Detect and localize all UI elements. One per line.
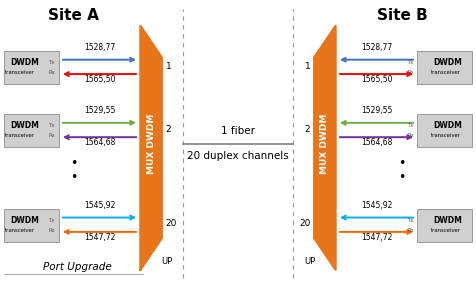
FancyBboxPatch shape xyxy=(4,114,59,147)
Text: Tx: Tx xyxy=(408,60,414,65)
Text: •: • xyxy=(398,157,406,170)
Text: 20 duplex channels: 20 duplex channels xyxy=(187,152,289,161)
Text: MUX DWDM: MUX DWDM xyxy=(320,113,329,174)
Text: 1528,77: 1528,77 xyxy=(361,43,392,52)
Text: transceiver: transceiver xyxy=(431,228,461,233)
Polygon shape xyxy=(314,26,336,270)
Text: Port Upgrade: Port Upgrade xyxy=(43,262,111,272)
Text: 1547,72: 1547,72 xyxy=(361,233,392,242)
Text: Rx: Rx xyxy=(407,133,414,138)
Text: 1547,72: 1547,72 xyxy=(84,233,115,242)
Text: 1564,68: 1564,68 xyxy=(84,138,115,147)
Text: Rx: Rx xyxy=(407,70,414,75)
FancyBboxPatch shape xyxy=(4,51,59,84)
Text: DWDM: DWDM xyxy=(433,58,462,67)
Text: 2: 2 xyxy=(305,125,310,134)
Text: Site A: Site A xyxy=(49,8,99,23)
Text: •: • xyxy=(70,171,78,185)
Text: transceiver: transceiver xyxy=(431,133,461,138)
Text: transceiver: transceiver xyxy=(431,70,461,75)
Text: MUX DWDM: MUX DWDM xyxy=(147,113,156,174)
Text: 2: 2 xyxy=(166,125,171,134)
Text: 1: 1 xyxy=(166,61,171,71)
Text: Tx: Tx xyxy=(49,218,55,223)
FancyBboxPatch shape xyxy=(417,209,472,242)
Polygon shape xyxy=(140,26,162,270)
Text: 1565,50: 1565,50 xyxy=(84,75,115,84)
Text: transceiver: transceiver xyxy=(5,70,35,75)
FancyBboxPatch shape xyxy=(417,114,472,147)
Text: 1545,92: 1545,92 xyxy=(361,201,392,210)
Text: DWDM: DWDM xyxy=(433,121,462,130)
Text: DWDM: DWDM xyxy=(10,121,39,130)
Text: Tx: Tx xyxy=(49,60,55,65)
Text: 1 fiber: 1 fiber xyxy=(221,126,255,135)
Text: 20: 20 xyxy=(166,219,177,228)
Text: Rx: Rx xyxy=(49,228,55,233)
Text: Tx: Tx xyxy=(408,123,414,128)
Text: Rx: Rx xyxy=(407,228,414,233)
Text: DWDM: DWDM xyxy=(10,216,39,225)
FancyBboxPatch shape xyxy=(4,209,59,242)
Text: 1528,77: 1528,77 xyxy=(84,43,115,52)
Text: UP: UP xyxy=(161,257,172,266)
Text: Tx: Tx xyxy=(49,123,55,128)
Text: 20: 20 xyxy=(299,219,310,228)
Text: Tx: Tx xyxy=(408,218,414,223)
Text: 1529,55: 1529,55 xyxy=(361,106,392,115)
Text: 1564,68: 1564,68 xyxy=(361,138,392,147)
Text: DWDM: DWDM xyxy=(10,58,39,67)
FancyBboxPatch shape xyxy=(417,51,472,84)
Text: •: • xyxy=(70,157,78,170)
Text: •: • xyxy=(398,171,406,185)
Text: Site B: Site B xyxy=(377,8,427,23)
Text: transceiver: transceiver xyxy=(5,133,35,138)
Text: Rx: Rx xyxy=(49,133,55,138)
Text: 1565,50: 1565,50 xyxy=(361,75,392,84)
Text: Rx: Rx xyxy=(49,70,55,75)
Text: 1545,92: 1545,92 xyxy=(84,201,115,210)
Text: 1: 1 xyxy=(305,61,310,71)
Text: UP: UP xyxy=(304,257,315,266)
Text: DWDM: DWDM xyxy=(433,216,462,225)
Text: transceiver: transceiver xyxy=(5,228,35,233)
Text: 1529,55: 1529,55 xyxy=(84,106,115,115)
